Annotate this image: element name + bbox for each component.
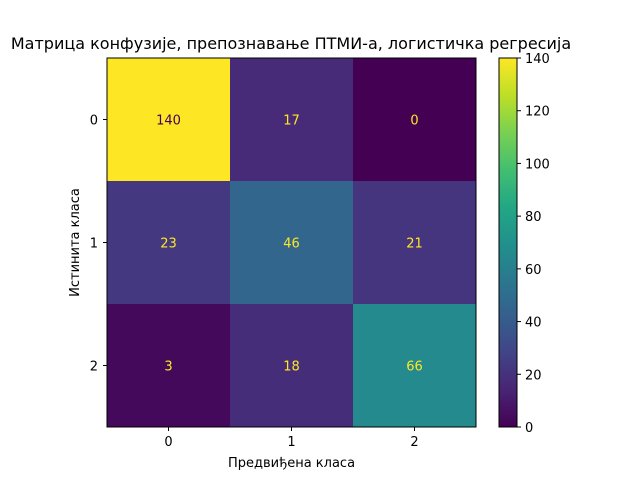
x-axis-ticks: 0 1 2 [164,427,419,450]
heatmap-cell-2-2 [353,304,477,428]
colorbar [498,57,518,428]
cell-value-2-1: 18 [283,360,300,375]
colorbar-tick-label-100: 100 [525,157,550,172]
x-tick-label-2: 2 [410,435,418,450]
x-tick-label-1: 1 [287,435,295,450]
chart-title: Матрица конфузије, препознавање ПТМИ-а, … [11,34,571,53]
colorbar-tick-label-60: 60 [525,263,542,278]
heatmap-cell-0-0 [107,58,231,182]
cell-value-1-1: 46 [283,237,300,252]
colorbar-tick-label-0: 0 [525,421,533,436]
y-tick-label-1: 1 [90,237,98,252]
heatmap-cell-2-0 [107,304,231,428]
colorbar-tick-label-80: 80 [525,210,542,225]
cell-value-1-2: 21 [406,237,423,252]
colorbar-tick-label-40: 40 [525,316,542,331]
cell-value-0-1: 17 [283,114,300,129]
heatmap-cell-2-1 [230,304,354,428]
y-axis-label: Истинита класа [68,188,83,297]
y-tick-label-0: 0 [90,114,98,129]
x-axis-label: Предвиђена класа [228,456,355,471]
y-axis-ticks: 0 1 2 [90,114,107,375]
heatmap-cell-1-1 [230,181,354,305]
cell-value-2-0: 3 [164,360,172,375]
heatmap-cell-1-0 [107,181,231,305]
colorbar-tick-label-20: 20 [525,368,542,383]
heatmap-cell-labels: 140 17 0 23 46 21 3 18 66 [156,114,423,375]
heatmap-cell-1-2 [353,181,477,305]
cell-value-0-2: 0 [410,114,418,129]
cell-value-0-0: 140 [156,114,181,129]
colorbar-tick-label-140: 140 [525,52,550,67]
heatmap-cell-0-2 [353,58,477,182]
y-tick-label-2: 2 [90,360,98,375]
cell-value-2-2: 66 [406,360,423,375]
heatmap-cells [107,58,477,428]
colorbar-ticks: 0 20 40 60 80 100 120 140 [517,52,550,436]
cell-value-1-0: 23 [160,237,177,252]
heatmap-cell-0-1 [230,58,354,182]
colorbar-tick-label-120: 120 [525,105,550,120]
x-tick-label-0: 0 [164,435,172,450]
